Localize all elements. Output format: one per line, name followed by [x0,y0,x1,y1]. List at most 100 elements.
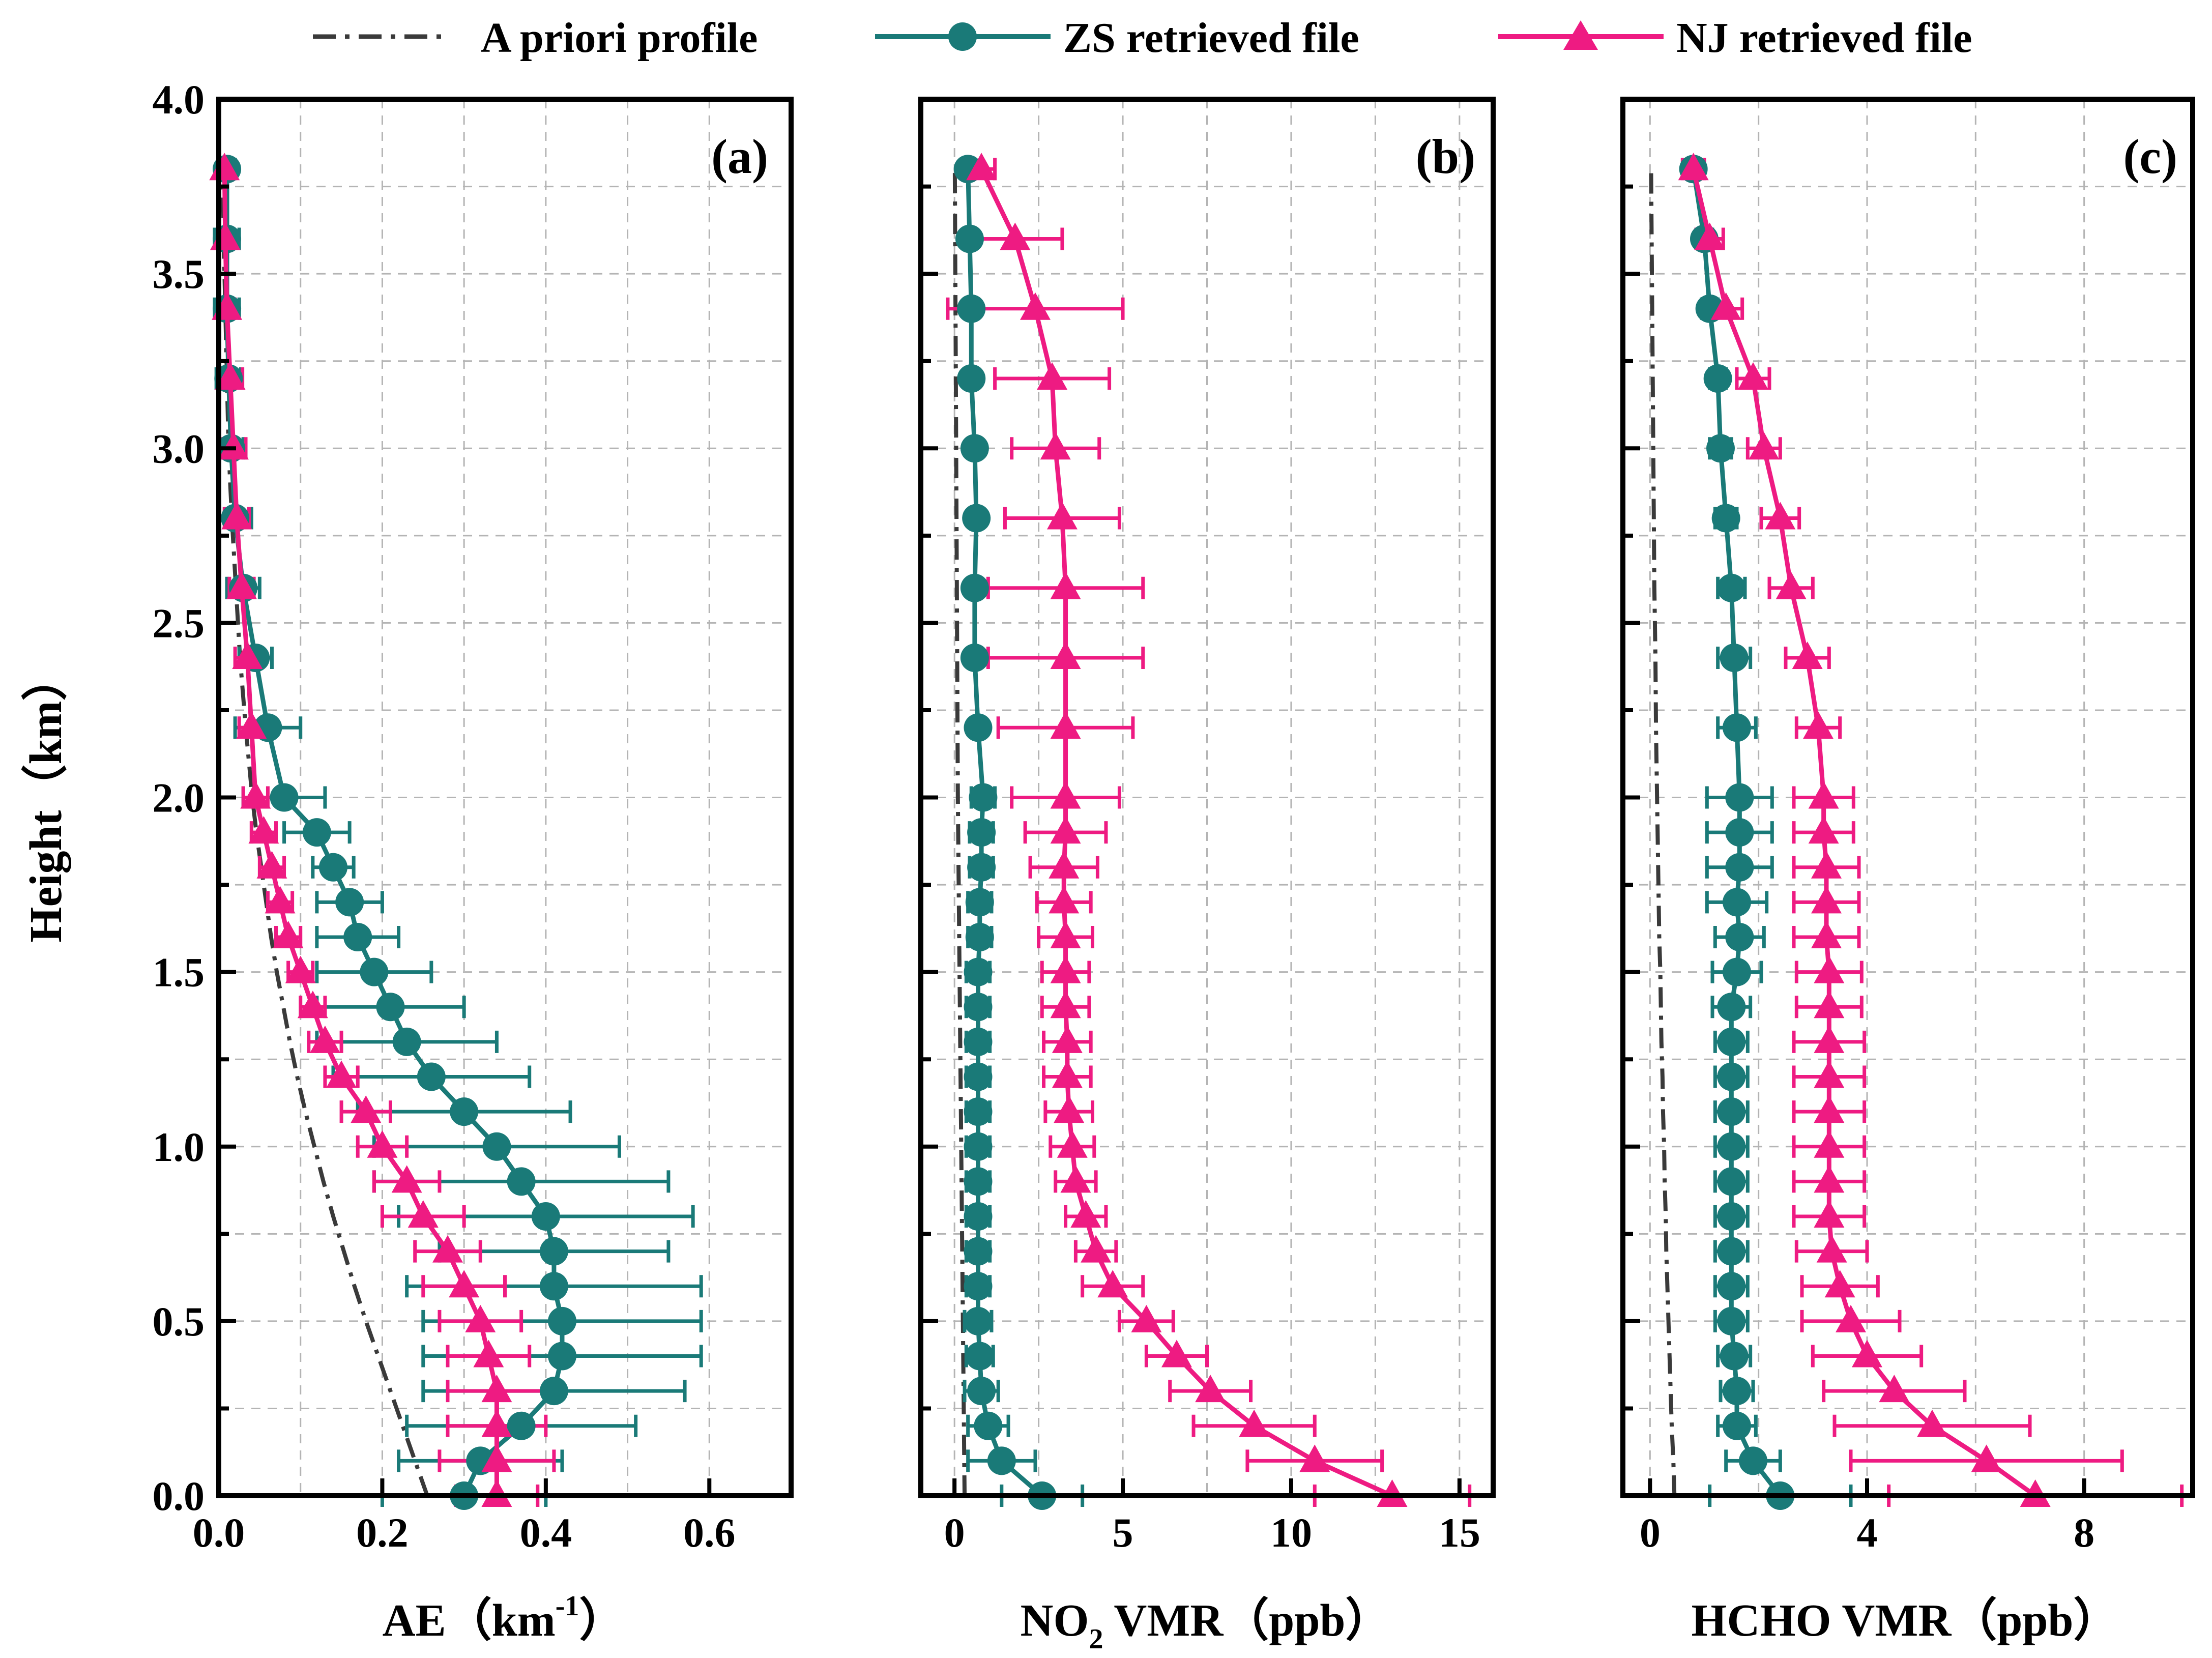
panel-b-nj-point-9 [1060,1165,1091,1193]
panel-b-zs-point-6 [964,1272,993,1301]
panel-a-zs-point-6 [539,1272,568,1301]
panel-a-nj-point-15 [285,955,316,983]
panel-a-zs-point-15 [360,957,389,986]
panel-a-nj-point-13 [309,1025,340,1053]
panel-a-nj-point-24 [221,502,252,530]
panel-a-xtick-label-1: 0.2 [356,1509,409,1556]
panel-b-zs-point-2 [974,1411,1003,1440]
panel-a-xtick-label-0: 0.0 [193,1509,245,1556]
panel-c-zs-point-24 [1711,504,1740,533]
panel-b-nj-point-21 [1050,711,1081,739]
panel-c-zs-point-20 [1725,783,1754,812]
panel-c-zs-point-14 [1717,993,1746,1022]
panel-c-zs-point-8 [1717,1202,1746,1231]
panel-b-nj-point-14 [1050,991,1081,1019]
panel-b-nj-point-3 [1195,1375,1226,1403]
panel-c-zs-point-25 [1706,434,1735,463]
panel-c-zs-point-26 [1703,364,1732,393]
panel-a-zs-point-11 [450,1097,479,1126]
panel-a-zs-point-2 [507,1411,536,1440]
panel-c-nj-point-11 [1814,1095,1845,1123]
panel-b-ticks: 0 5 10 15 [921,97,1480,1556]
panel-b-label: (b) [1416,129,1475,184]
panel-c-zs-point-10 [1717,1132,1746,1161]
panel-c-nj-point-16 [1811,921,1842,948]
panel-c-nj-point-6 [1824,1270,1855,1298]
panel-a-grid [219,99,791,1496]
legend-nj-label: NJ retrieved file [1676,14,1972,62]
panel-a-nj-point-3 [481,1375,512,1403]
panel-b: 0 5 10 15 (b) NO2 VMR（ppb） [918,97,1496,1655]
legend-zs-label: ZS retrieved file [1063,14,1359,62]
panel-a-nj-point-7 [432,1235,463,1263]
panel-c-zs-point-18 [1725,853,1754,882]
panel-a-zs-point-3 [539,1377,568,1406]
panel-a-nj-point-22 [232,642,263,669]
panel-b-nj-point-28 [1000,222,1031,250]
panel-c-zs-point-5 [1717,1306,1746,1335]
panel-b-nj-point-8 [1070,1200,1101,1228]
panel-b-zs-point-26 [957,364,986,393]
panel-a-nj-point-11 [351,1095,382,1123]
panel-a-nj-point-9 [391,1165,422,1193]
panel-c-zs-point-21 [1723,713,1751,742]
panel-c-plot [1649,153,2184,1510]
panel-b-zs-point-1 [987,1446,1016,1475]
panel-b-zs-point-18 [967,853,996,882]
panel-c-zs-point-1 [1739,1446,1767,1475]
panel-b-zs-point-5 [964,1306,993,1335]
legend: A priori profile ZS retrieved file NJ re… [313,14,1972,62]
panel-c-nj-point-23 [1776,571,1807,599]
panel-b-nj-point-18 [1049,851,1080,879]
panel-c-zs-point-6 [1717,1272,1746,1301]
legend-zs-marker [948,22,977,51]
panel-c-zs-point-23 [1717,573,1746,602]
panel-b-zs-point-11 [964,1097,993,1126]
panel-b-nj-point-13 [1052,1025,1083,1053]
panel-c-zs-point-12 [1717,1062,1746,1091]
panel-a-nj-point-4 [473,1340,504,1368]
panel-b-zs-point-13 [964,1027,993,1056]
panel-b-xtick-label-1: 5 [1113,1509,1133,1556]
panel-b-zs-point-28 [955,224,984,253]
panel-a-zs-point-7 [539,1237,568,1266]
panel-a-ytick-label-5: 2.5 [153,600,205,646]
panel-b-nj-point-11 [1054,1095,1085,1123]
panel-b-nj-point-5 [1131,1304,1162,1332]
panel-b-nj-point-27 [1020,292,1051,320]
panel-a-xtick-label-2: 0.4 [520,1509,572,1556]
panel-c-apriori-line [1649,169,1677,1496]
panel-a: 0.0 0.2 0.4 0.60.00.51.01.52.02.53.03.54.0 … [21,76,794,1646]
panel-b-zs-point-12 [964,1062,993,1091]
panel-b-zs-point-9 [964,1167,993,1196]
panel-b-nj-point-2 [1239,1409,1270,1437]
panel-b-xtick-label-0: 0 [944,1509,965,1556]
panel-b-nj-point-16 [1050,921,1081,948]
panel-a-apriori-line [221,169,429,1497]
panel-b-xlabel: NO2 VMR（ppb） [1021,1595,1391,1655]
panel-c-label: (c) [2123,129,2177,184]
panel-a-nj-point-10 [367,1130,398,1158]
panel-b-nj-point-22 [1050,642,1081,669]
panel-c-nj-point-5 [1836,1304,1866,1332]
panel-c-nj-point-21 [1803,711,1833,739]
panel-c-nj-point-29 [1678,153,1709,181]
panel-a-zs-point-16 [343,923,372,951]
panel-a-nj-point-2 [481,1409,512,1437]
panel-a-ytick-label-3: 1.5 [153,949,205,996]
panel-a-nj-point-1 [481,1444,512,1472]
panel-b-nj-point-12 [1052,1060,1083,1088]
panel-c-nj-point-13 [1814,1025,1845,1053]
panel-c-nj-point-8 [1814,1200,1845,1228]
panel-a-zs-point-10 [482,1132,511,1161]
panel-a-nj-point-25 [218,432,249,460]
panel-c-nj-point-14 [1814,991,1845,1019]
panel-a-label: (a) [711,129,768,184]
panel-c: 0 4 8 (c) HCHO VMR（ppb） [1620,97,2195,1646]
panel-c-zs-point-19 [1725,818,1754,847]
panel-a-xlabel: AE（km-1） [383,1590,625,1646]
panel-a-ytick-label-2: 1.0 [153,1124,205,1170]
panel-a-ylabel: Height（km） [21,655,71,942]
panel-c-xtick-label-2: 8 [2074,1509,2094,1556]
panel-b-zs-point-16 [965,923,994,951]
